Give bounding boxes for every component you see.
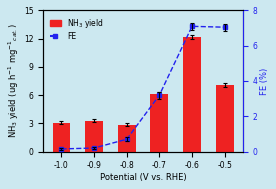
Y-axis label: FE (%): FE (%) (260, 67, 269, 95)
Bar (150, 94, 168, 152)
Bar (183, 37, 201, 152)
Legend: NH$_3$ yield, FE: NH$_3$ yield, FE (47, 14, 106, 43)
X-axis label: Potential (V vs. RHE): Potential (V vs. RHE) (100, 173, 186, 182)
Bar (118, 125, 136, 152)
Bar (216, 85, 233, 152)
Bar (52, 123, 70, 152)
Bar (85, 121, 103, 152)
Y-axis label: NH$_3$ yield (ug h$^{-1}$ mg$^{-1}$$_{cat.}$): NH$_3$ yield (ug h$^{-1}$ mg$^{-1}$$_{ca… (7, 24, 21, 138)
